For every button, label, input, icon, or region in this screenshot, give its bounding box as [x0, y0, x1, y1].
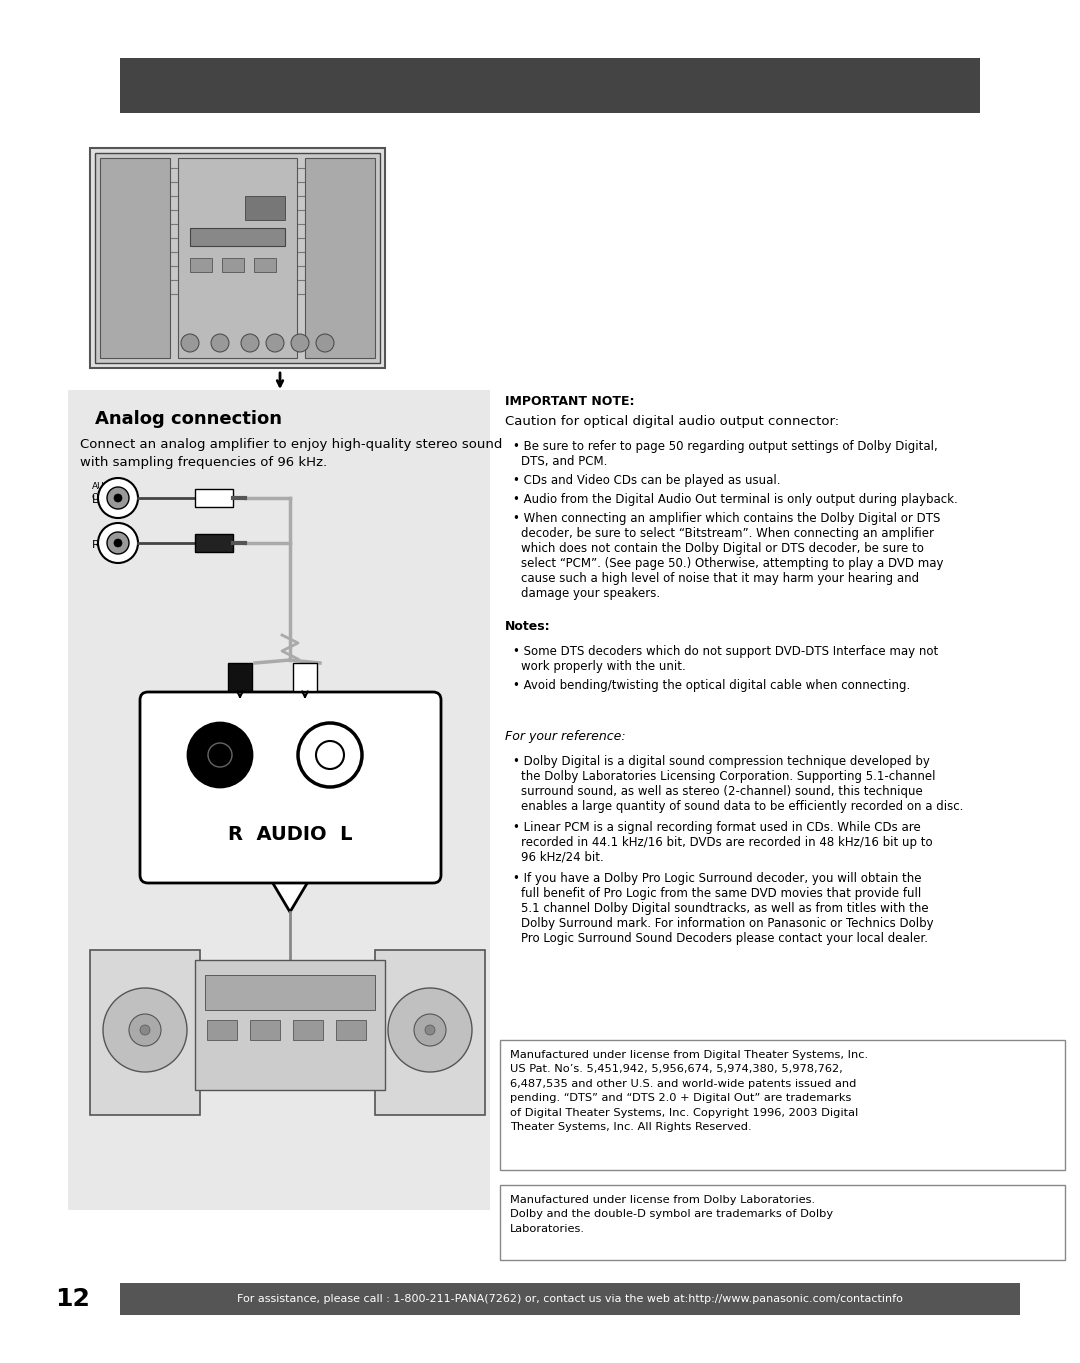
Text: Analog connection: Analog connection: [95, 410, 282, 428]
Text: cause such a high level of noise that it may harm your hearing and: cause such a high level of noise that it…: [521, 572, 919, 585]
Bar: [336, 1020, 366, 1040]
Bar: [195, 489, 233, 507]
Text: • Linear PCM is a signal recording format used in CDs. While CDs are: • Linear PCM is a signal recording forma…: [513, 821, 921, 834]
Text: Notes:: Notes:: [505, 620, 551, 632]
Text: 5.1 channel Dolby Digital soundtracks, as well as from titles with the: 5.1 channel Dolby Digital soundtracks, a…: [521, 902, 929, 915]
Circle shape: [114, 493, 122, 502]
Circle shape: [414, 1014, 446, 1045]
Bar: [375, 950, 485, 1115]
Bar: [90, 149, 384, 368]
Text: damage your speakers.: damage your speakers.: [521, 587, 660, 600]
Bar: [228, 662, 252, 691]
Bar: [100, 158, 170, 358]
Circle shape: [98, 523, 138, 563]
Bar: [95, 153, 380, 363]
Text: 12: 12: [55, 1287, 90, 1311]
Text: For assistance, please call : 1-800-211-PANA(7262) or, contact us via the web at: For assistance, please call : 1-800-211-…: [238, 1293, 903, 1304]
FancyBboxPatch shape: [140, 692, 441, 883]
Text: R  AUDIO  L: R AUDIO L: [228, 826, 352, 845]
Bar: [305, 158, 375, 358]
Text: Manufactured under license from Dolby Laboratories.
Dolby and the double-D symbo: Manufactured under license from Dolby La…: [510, 1195, 833, 1234]
Text: Pro Logic Surround Sound Decoders please contact your local dealer.: Pro Logic Surround Sound Decoders please…: [521, 932, 928, 945]
Circle shape: [291, 334, 309, 352]
Circle shape: [426, 1025, 435, 1035]
Text: IMPORTANT NOTE:: IMPORTANT NOTE:: [505, 395, 635, 408]
Text: full benefit of Pro Logic from the same DVD movies that provide full: full benefit of Pro Logic from the same …: [521, 887, 921, 900]
Bar: [195, 534, 233, 552]
Text: • Dolby Digital is a digital sound compression technique developed by: • Dolby Digital is a digital sound compr…: [513, 755, 930, 767]
Text: work properly with the unit.: work properly with the unit.: [521, 660, 686, 673]
Bar: [245, 196, 285, 219]
Bar: [293, 1020, 323, 1040]
Text: • Avoid bending/twisting the optical digital cable when connecting.: • Avoid bending/twisting the optical dig…: [513, 679, 910, 692]
Circle shape: [211, 334, 229, 352]
Text: For your reference:: For your reference:: [505, 731, 625, 743]
Text: • Audio from the Digital Audio Out terminal is only output during playback.: • Audio from the Digital Audio Out termi…: [513, 493, 958, 506]
Text: Manufactured under license from Digital Theater Systems, Inc.
US Pat. No’s. 5,45: Manufactured under license from Digital …: [510, 1050, 868, 1133]
Polygon shape: [268, 875, 312, 912]
Bar: [195, 960, 384, 1090]
Text: Dolby Surround mark. For information on Panasonic or Technics Dolby: Dolby Surround mark. For information on …: [521, 917, 933, 930]
Bar: [249, 1020, 280, 1040]
Text: the Dolby Laboratories Licensing Corporation. Supporting 5.1-channel: the Dolby Laboratories Licensing Corpora…: [521, 770, 935, 782]
Circle shape: [316, 334, 334, 352]
Bar: [254, 258, 276, 273]
Bar: [293, 662, 318, 691]
Circle shape: [188, 722, 252, 786]
Text: DTS, and PCM.: DTS, and PCM.: [521, 455, 607, 468]
Text: Connect an analog amplifier to enjoy high-quality stereo sound
with sampling fre: Connect an analog amplifier to enjoy hig…: [80, 438, 502, 469]
Bar: [222, 258, 244, 273]
Text: Caution for optical digital audio output connector:: Caution for optical digital audio output…: [505, 414, 839, 428]
Circle shape: [266, 334, 284, 352]
Bar: [120, 59, 980, 113]
Bar: [68, 390, 490, 1210]
Text: 96 kHz/24 bit.: 96 kHz/24 bit.: [521, 851, 604, 864]
Circle shape: [129, 1014, 161, 1045]
Circle shape: [316, 741, 345, 769]
Circle shape: [298, 722, 362, 786]
Text: enables a large quantity of sound data to be efficiently recorded on a disc.: enables a large quantity of sound data t…: [521, 800, 963, 812]
Text: decoder, be sure to select “Bitstream”. When connecting an amplifier: decoder, be sure to select “Bitstream”. …: [521, 527, 934, 540]
Text: select “PCM”. (See page 50.) Otherwise, attempting to play a DVD may: select “PCM”. (See page 50.) Otherwise, …: [521, 557, 944, 570]
Circle shape: [140, 1025, 150, 1035]
Circle shape: [107, 532, 129, 553]
Text: surround sound, as well as stereo (2-channel) sound, this technique: surround sound, as well as stereo (2-cha…: [521, 785, 922, 797]
Text: AUDIO
OUT: AUDIO OUT: [92, 483, 121, 502]
Text: • Be sure to refer to page 50 regarding output settings of Dolby Digital,: • Be sure to refer to page 50 regarding …: [513, 440, 937, 453]
Circle shape: [208, 743, 232, 767]
Text: which does not contain the Dolby Digital or DTS decoder, be sure to: which does not contain the Dolby Digital…: [521, 542, 923, 555]
Circle shape: [98, 478, 138, 518]
Text: • When connecting an amplifier which contains the Dolby Digital or DTS: • When connecting an amplifier which con…: [513, 512, 941, 525]
Circle shape: [388, 988, 472, 1073]
Bar: [500, 1184, 1065, 1259]
Text: R: R: [92, 540, 99, 551]
Bar: [500, 1040, 1065, 1169]
Text: • Some DTS decoders which do not support DVD-DTS Interface may not: • Some DTS decoders which do not support…: [513, 645, 939, 658]
Bar: [120, 1283, 1020, 1315]
Circle shape: [114, 538, 122, 547]
Text: • If you have a Dolby Pro Logic Surround decoder, you will obtain the: • If you have a Dolby Pro Logic Surround…: [513, 872, 921, 885]
Bar: [207, 1020, 237, 1040]
Circle shape: [241, 334, 259, 352]
Text: • CDs and Video CDs can be played as usual.: • CDs and Video CDs can be played as usu…: [513, 474, 781, 487]
Circle shape: [181, 334, 199, 352]
Bar: [190, 258, 212, 273]
Text: L: L: [92, 495, 98, 506]
Circle shape: [107, 487, 129, 508]
Bar: [190, 228, 285, 245]
Text: recorded in 44.1 kHz/16 bit, DVDs are recorded in 48 kHz/16 bit up to: recorded in 44.1 kHz/16 bit, DVDs are re…: [521, 836, 933, 849]
Bar: [178, 158, 297, 358]
Bar: [205, 975, 375, 1010]
Bar: [90, 950, 200, 1115]
Circle shape: [103, 988, 187, 1073]
